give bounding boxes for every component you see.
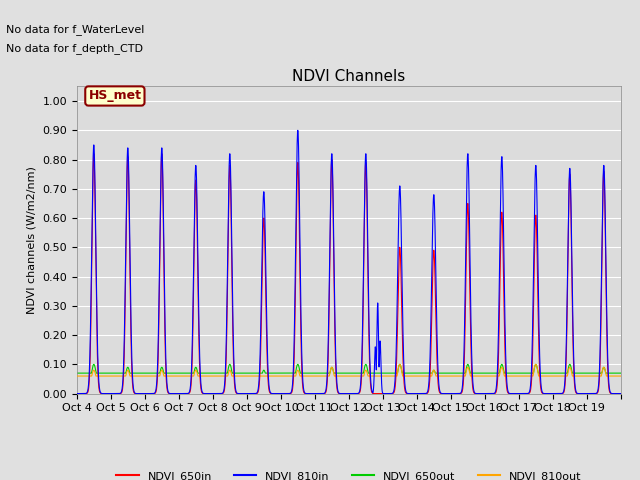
Text: No data for f_WaterLevel: No data for f_WaterLevel <box>6 24 145 35</box>
Y-axis label: NDVI channels (W/m2/nm): NDVI channels (W/m2/nm) <box>27 166 36 314</box>
Text: No data for f_depth_CTD: No data for f_depth_CTD <box>6 43 143 54</box>
Text: HS_met: HS_met <box>88 89 141 102</box>
Legend: NDVI_650in, NDVI_810in, NDVI_650out, NDVI_810out: NDVI_650in, NDVI_810in, NDVI_650out, NDV… <box>112 467 586 480</box>
Title: NDVI Channels: NDVI Channels <box>292 69 405 84</box>
